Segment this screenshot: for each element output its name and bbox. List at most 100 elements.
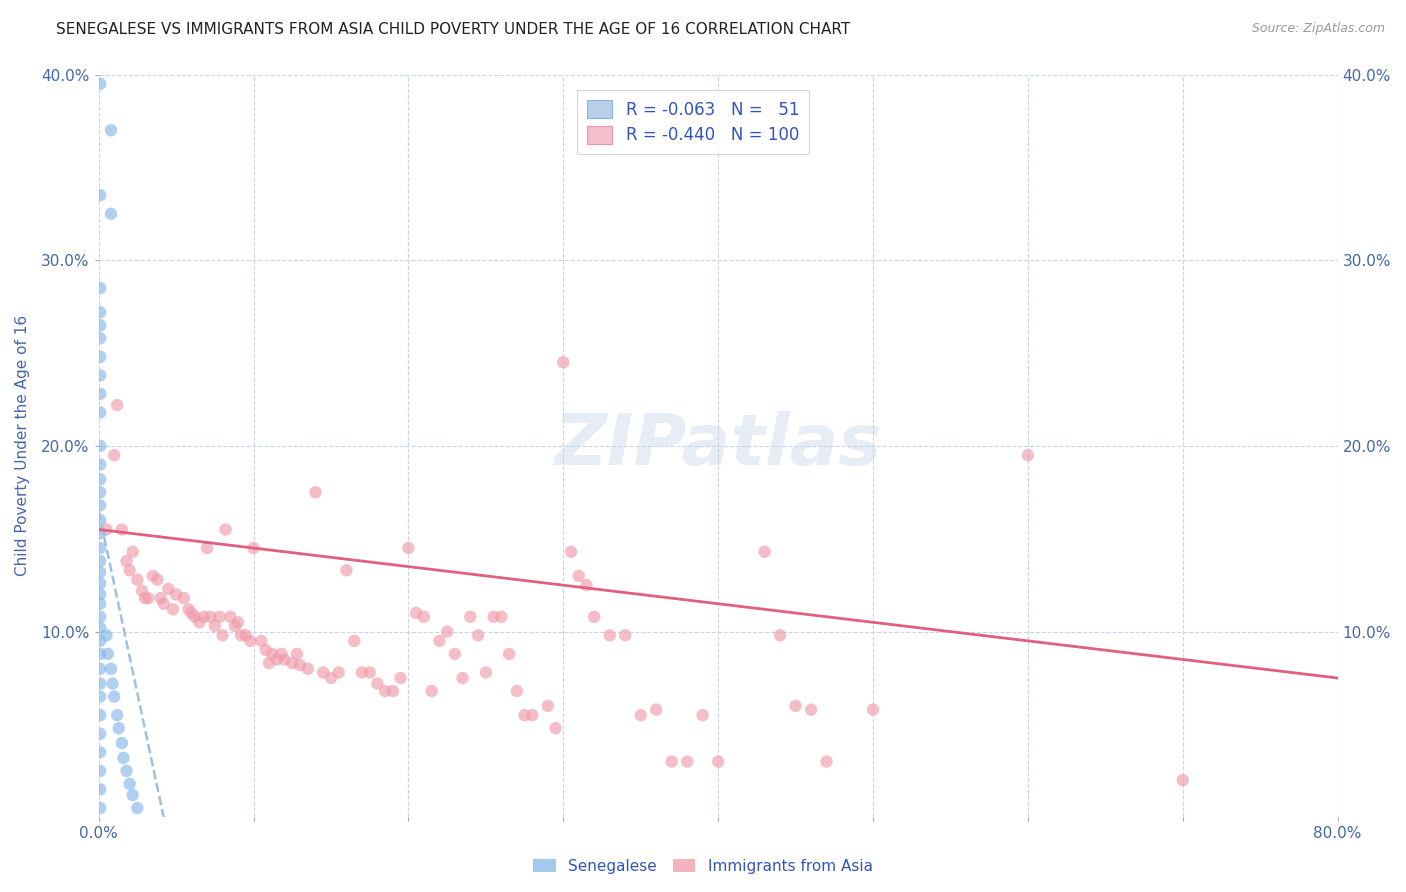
Legend: Senegalese, Immigrants from Asia: Senegalese, Immigrants from Asia: [527, 853, 879, 880]
Point: [89, 662, 111, 676]
Point: [214, 523, 236, 537]
Point: [537, 698, 560, 713]
Point: [96, 523, 118, 537]
Point: [100, 207, 122, 221]
Point: [89, 647, 111, 661]
Point: [89, 621, 111, 635]
Point: [89, 576, 111, 591]
Point: [142, 569, 165, 583]
Point: [583, 609, 606, 624]
Point: [319, 671, 342, 685]
Point: [136, 591, 159, 606]
Point: [127, 573, 149, 587]
Point: [121, 788, 143, 802]
Point: [350, 665, 373, 680]
Point: [568, 569, 591, 583]
Point: [599, 628, 621, 642]
Point: [89, 439, 111, 453]
Point: [165, 587, 187, 601]
Point: [89, 472, 111, 486]
Point: [226, 615, 249, 630]
Point: [101, 676, 124, 690]
Point: [89, 764, 111, 778]
Point: [118, 563, 141, 577]
Point: [89, 305, 111, 319]
Point: [328, 665, 350, 680]
Point: [89, 676, 111, 690]
Point: [146, 573, 169, 587]
Point: [89, 188, 111, 202]
Point: [614, 628, 637, 642]
Point: [224, 619, 246, 633]
Point: [89, 801, 111, 815]
Point: [273, 652, 295, 666]
Y-axis label: Child Poverty Under the Age of 16: Child Poverty Under the Age of 16: [15, 316, 30, 576]
Point: [96, 628, 118, 642]
Point: [389, 671, 412, 685]
Point: [769, 628, 792, 642]
Point: [560, 545, 582, 559]
Point: [312, 665, 335, 680]
Point: [1017, 448, 1039, 462]
Point: [396, 541, 419, 555]
Point: [257, 656, 280, 670]
Point: [89, 554, 111, 568]
Point: [482, 609, 505, 624]
Point: [288, 658, 311, 673]
Point: [661, 755, 683, 769]
Point: [692, 708, 714, 723]
Point: [89, 513, 111, 527]
Point: [575, 578, 598, 592]
Point: [183, 609, 205, 624]
Point: [366, 676, 388, 690]
Point: [219, 609, 242, 624]
Point: [285, 647, 308, 661]
Point: [427, 633, 450, 648]
Point: [157, 582, 180, 596]
Point: [89, 708, 111, 723]
Point: [149, 591, 172, 606]
Point: [266, 652, 288, 666]
Point: [105, 398, 128, 412]
Point: [89, 597, 111, 611]
Text: ZIPatlas: ZIPatlas: [554, 411, 882, 481]
Point: [262, 647, 284, 661]
Point: [89, 77, 111, 91]
Point: [467, 628, 489, 642]
Point: [103, 448, 125, 462]
Point: [134, 591, 156, 606]
Point: [105, 708, 128, 723]
Point: [862, 703, 884, 717]
Point: [89, 458, 111, 472]
Point: [420, 684, 443, 698]
Point: [304, 485, 326, 500]
Point: [115, 554, 138, 568]
Point: [89, 526, 111, 541]
Point: [229, 628, 252, 642]
Point: [118, 777, 141, 791]
Point: [297, 662, 319, 676]
Point: [676, 755, 699, 769]
Point: [89, 727, 111, 741]
Point: [152, 597, 174, 611]
Point: [121, 545, 143, 559]
Point: [553, 355, 575, 369]
Point: [89, 368, 111, 383]
Point: [281, 656, 304, 670]
Point: [630, 708, 652, 723]
Point: [173, 591, 195, 606]
Point: [89, 633, 111, 648]
Text: Source: ZipAtlas.com: Source: ZipAtlas.com: [1251, 22, 1385, 36]
Point: [1171, 773, 1194, 788]
Point: [242, 541, 264, 555]
Point: [513, 708, 536, 723]
Point: [89, 565, 111, 579]
Point: [785, 698, 807, 713]
Point: [89, 350, 111, 364]
Point: [204, 619, 226, 633]
Point: [491, 609, 513, 624]
Point: [754, 545, 776, 559]
Point: [374, 684, 396, 698]
Point: [254, 643, 277, 657]
Point: [335, 563, 357, 577]
